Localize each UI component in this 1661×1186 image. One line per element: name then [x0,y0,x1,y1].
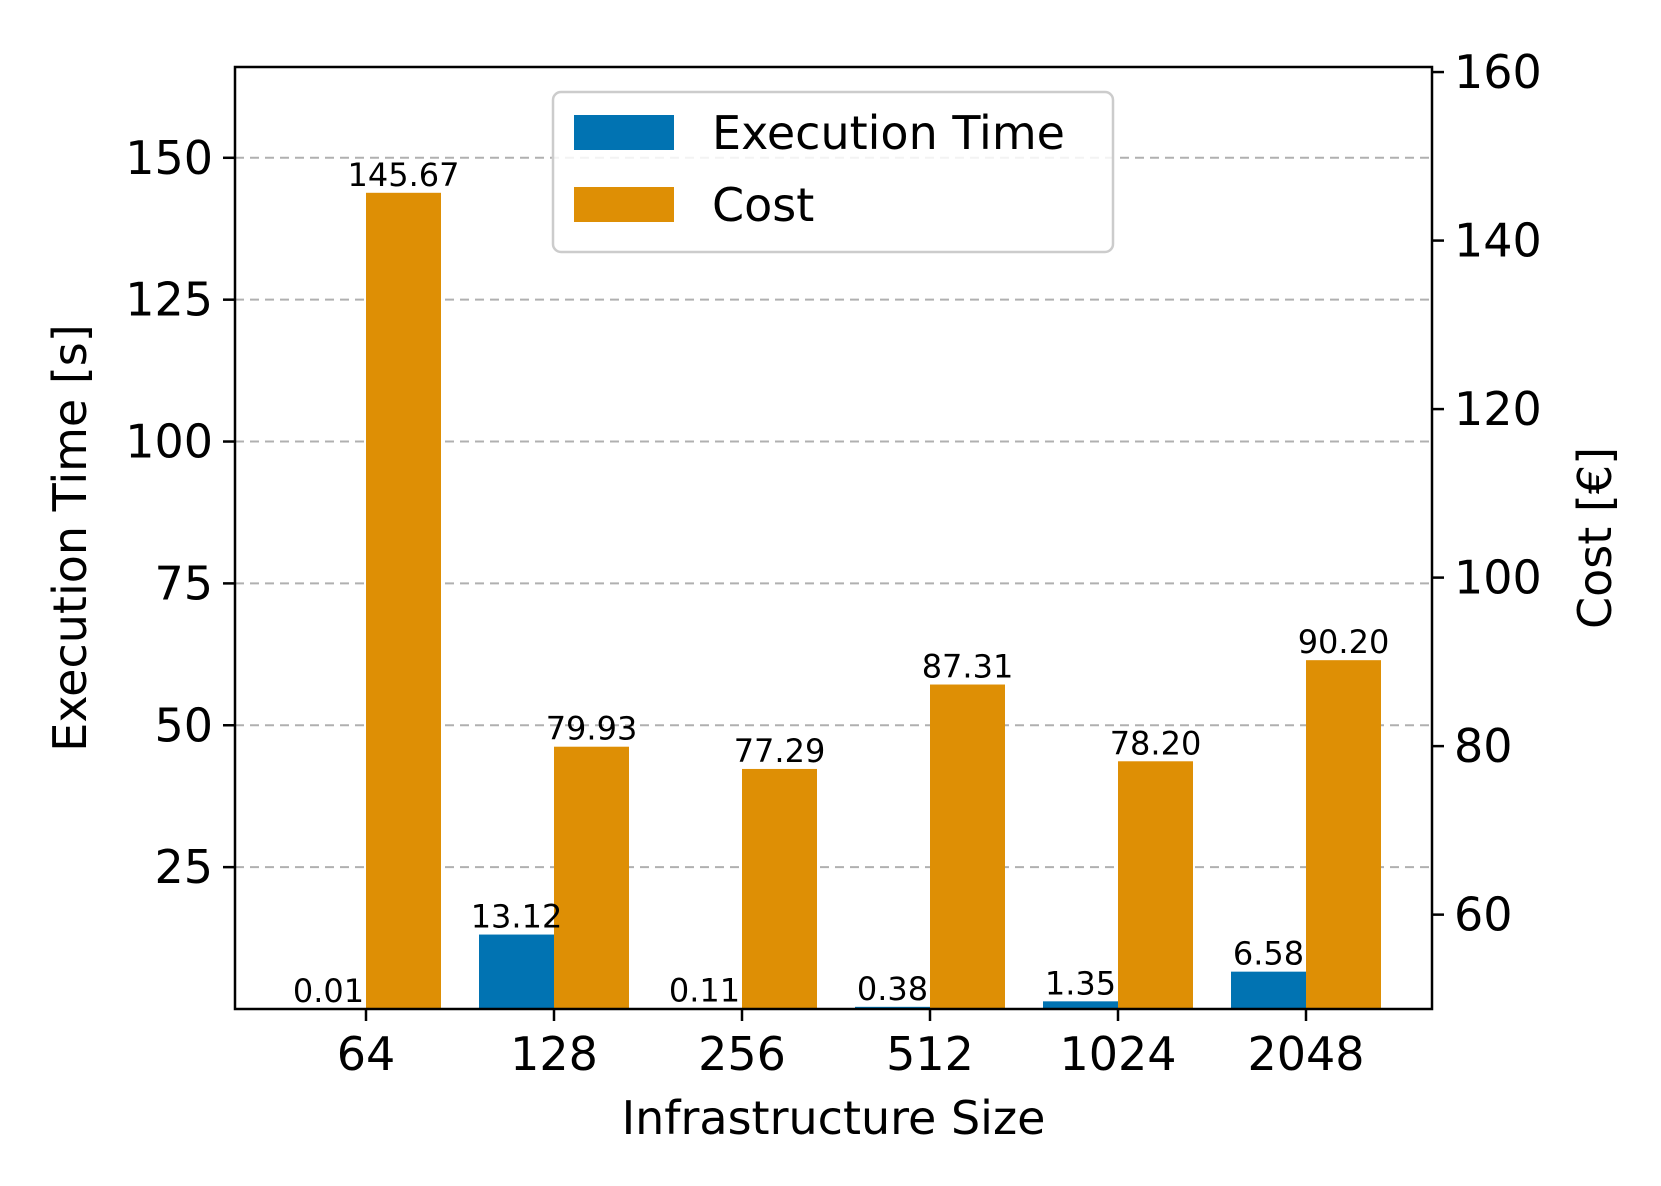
axes: 25 50 75 100 125 150 60 80 100 120 140 160 64 128 256 5… [125,45,1542,1081]
execution-time-value-label-2048: 6.58 [1233,935,1304,973]
legend-label-execution-time: Execution Time [712,106,1065,160]
execution-time-value-label-256: 0.11 [669,971,740,1009]
left-y-tick-label: 125 [125,273,213,327]
bars [291,192,1381,1009]
cost-value-label-128: 79.93 [546,710,638,748]
execution-time-value-label-1024: 1.35 [1045,964,1116,1002]
right-y-tick-label: 140 [1454,214,1542,268]
cost-value-label-64: 145.67 [348,156,460,194]
legend-swatch-execution-time [574,115,674,150]
cost-bar-128 [554,746,629,1009]
legend-label-cost: Cost [712,178,814,232]
x-axis-title: Infrastructure Size [622,1091,1046,1145]
left-y-tick-label: 75 [154,556,213,610]
legend-box [551,90,1115,254]
execution-time-value-label-64: 0.01 [293,972,364,1010]
left-y-tick-label: 25 [154,840,213,894]
execution-time-bar-128 [479,934,554,1009]
right-y-tick-label: 120 [1454,382,1542,436]
cost-bar-64 [366,192,441,1009]
cost-bar-2048 [1306,660,1381,1009]
cost-bar-512 [930,684,1005,1009]
x-tick-label: 128 [510,1027,598,1081]
data-labels: 0.01 13.12 0.11 0.38 1.35 6.58 145.67 79.93 77.2… [293,156,1389,1010]
x-tick-label: 512 [886,1027,974,1081]
legend: Execution Time Cost [551,90,1115,254]
cost-bar-256 [742,768,817,1009]
legend-swatch-cost [574,187,674,222]
right-y-tick-label: 160 [1454,45,1542,99]
execution-time-value-label-128: 13.12 [471,898,563,936]
cost-value-label-1024: 78.20 [1110,724,1202,762]
right-y-axis-title: Cost [€] [1568,447,1622,629]
execution-time-bar-1024 [1043,1001,1118,1009]
cost-value-label-512: 87.31 [922,648,1014,686]
execution-time-value-label-512: 0.38 [857,970,928,1008]
cost-value-label-2048: 90.20 [1298,623,1390,661]
left-y-tick-label: 150 [125,131,213,185]
x-tick-label: 64 [337,1027,396,1081]
execution-time-bar-2048 [1231,971,1306,1009]
left-y-tick-label: 100 [125,415,213,469]
right-y-tick-label: 60 [1454,888,1513,942]
right-y-tick-label: 100 [1454,551,1542,605]
x-tick-label: 256 [698,1027,786,1081]
right-y-tick-label: 80 [1454,719,1513,773]
plot-frame [233,65,1434,1011]
x-tick-label: 2048 [1247,1027,1364,1081]
x-tick-label: 1024 [1059,1027,1176,1081]
left-y-tick-label: 50 [154,698,213,752]
cost-value-label-256: 77.29 [734,732,826,770]
left-y-axis-title: Execution Time [s] [43,324,97,751]
cost-bar-1024 [1118,761,1193,1009]
